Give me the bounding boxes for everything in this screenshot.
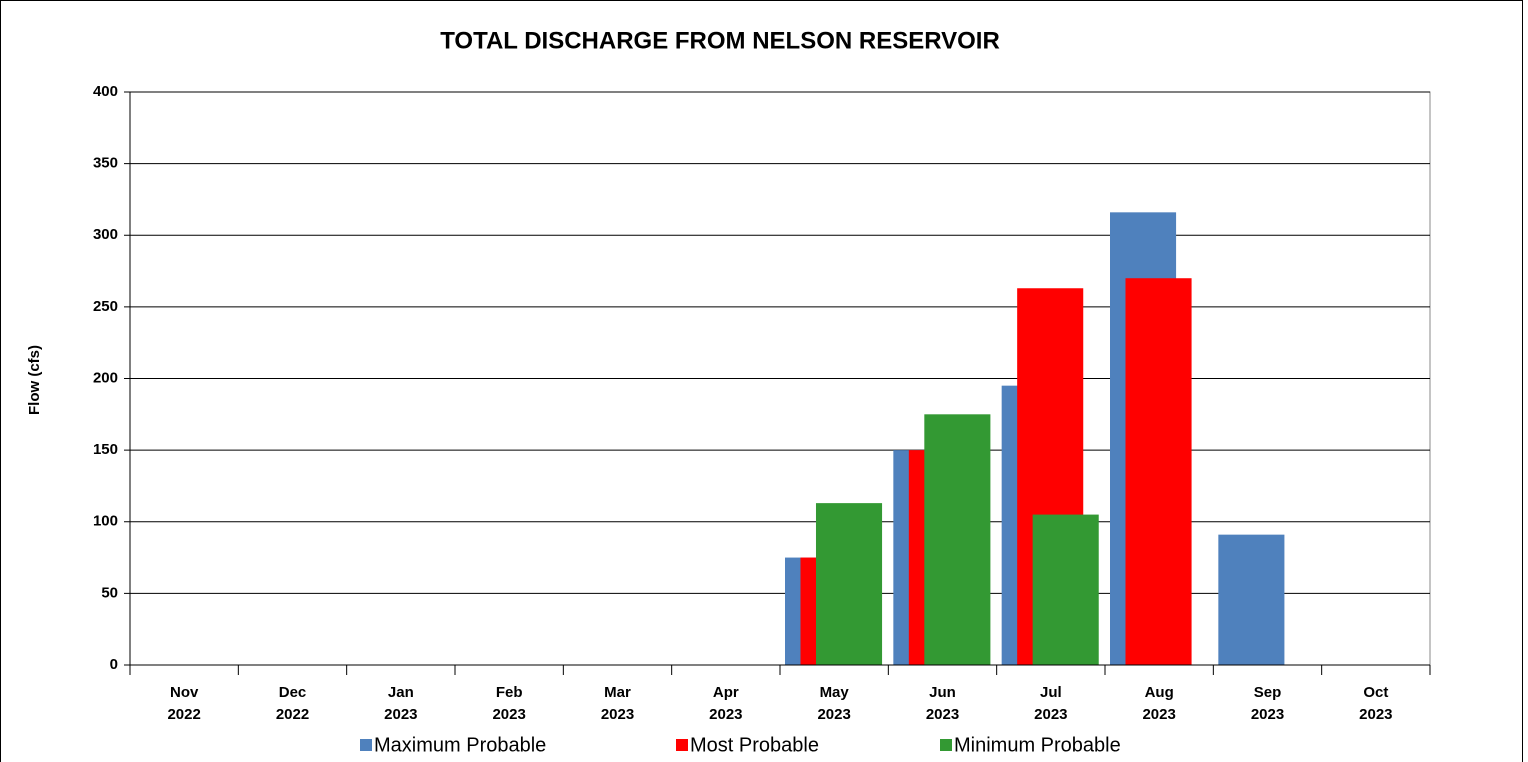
x-tick-label: Nov 2022 — [167, 684, 200, 723]
x-tick-label: Feb 2023 — [492, 684, 525, 723]
x-tick-label: Mar 2023 — [601, 684, 634, 723]
x-tick-label: Sep 2023 — [1251, 684, 1284, 723]
legend-label: Maximum Probable — [374, 734, 546, 756]
bar — [1032, 514, 1099, 665]
legend-swatch — [676, 739, 688, 751]
y-tick-label: 250 — [93, 298, 118, 315]
y-tick-label: 150 — [93, 441, 118, 458]
y-tick-label: 50 — [101, 584, 118, 601]
legend-swatch — [940, 739, 952, 751]
bar — [924, 414, 991, 665]
x-tick-label: Aug 2023 — [1142, 684, 1175, 723]
legend-label: Minimum Probable — [954, 734, 1121, 756]
legend-swatch — [360, 739, 372, 751]
y-tick-label: 100 — [93, 513, 118, 530]
legend-label: Most Probable — [690, 734, 819, 756]
y-tick-label: 0 — [110, 656, 118, 673]
x-tick-label: Jan 2023 — [384, 684, 417, 723]
x-tick-label: Jul 2023 — [1034, 684, 1067, 723]
y-tick-label: 200 — [93, 369, 118, 386]
x-tick-label: Dec 2022 — [276, 684, 309, 723]
x-tick-label: Jun 2023 — [926, 684, 959, 723]
x-tick-label: Oct 2023 — [1359, 684, 1392, 723]
bar — [1125, 278, 1192, 665]
x-tick-label: May 2023 — [817, 684, 850, 723]
bar — [1218, 534, 1285, 665]
y-tick-label: 300 — [93, 226, 118, 243]
x-tick-label: Apr 2023 — [709, 684, 742, 723]
bar — [815, 503, 883, 665]
y-tick-label: 400 — [93, 83, 118, 100]
chart-title: TOTAL DISCHARGE FROM NELSON RESERVOIR — [440, 27, 1000, 54]
y-axis-label: Flow (cfs) — [26, 345, 43, 415]
y-tick-label: 350 — [93, 155, 118, 172]
